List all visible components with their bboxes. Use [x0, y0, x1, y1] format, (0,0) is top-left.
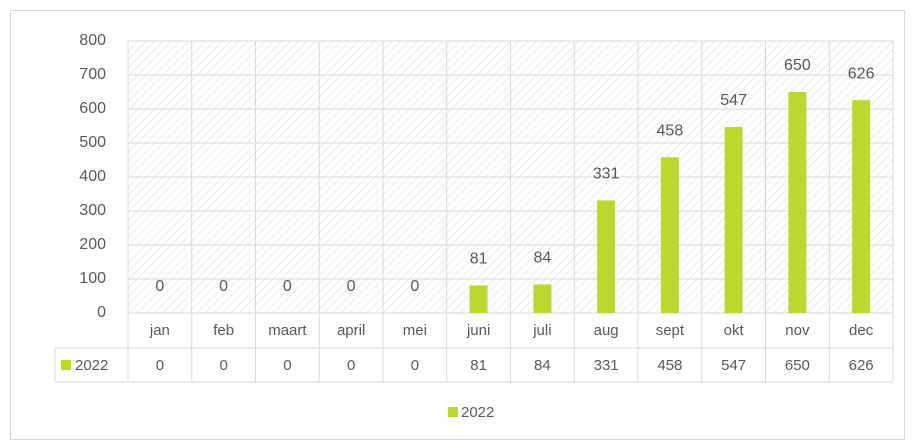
x-tick-label: dec [849, 322, 874, 339]
data-label: 458 [657, 122, 684, 139]
table-legend-key [61, 360, 71, 370]
table-cell: 0 [283, 357, 291, 374]
bar [469, 285, 488, 313]
data-label: 331 [593, 166, 620, 183]
x-tick-label: jan [149, 322, 170, 339]
data-label: 0 [283, 278, 292, 295]
data-label: 0 [347, 278, 356, 295]
data-label: 650 [784, 57, 811, 74]
x-tick-label: aug [594, 322, 619, 339]
y-tick-label: 100 [79, 270, 106, 287]
legend-label: 2022 [461, 404, 494, 421]
x-tick-label: sept [656, 322, 685, 339]
x-tick-label: mei [403, 322, 427, 339]
table-legend-label: 2022 [75, 357, 108, 374]
data-label: 0 [410, 278, 419, 295]
table-cell: 0 [219, 357, 227, 374]
x-tick-label: nov [785, 322, 810, 339]
legend-key [448, 407, 458, 417]
bar [788, 92, 807, 313]
x-tick-label: juni [466, 322, 490, 339]
bar [597, 200, 616, 313]
y-tick-label: 400 [79, 168, 106, 185]
bar [660, 157, 679, 313]
x-tick-label: juli [532, 322, 551, 339]
bar [724, 127, 743, 314]
table-cell: 331 [594, 357, 619, 374]
table-cell: 84 [534, 357, 551, 374]
y-tick-label: 500 [79, 134, 106, 151]
table-cell: 458 [657, 357, 682, 374]
x-tick-label: april [337, 322, 365, 339]
y-tick-label: 800 [79, 32, 106, 49]
x-tick-label: okt [724, 322, 745, 339]
table-cell: 0 [411, 357, 419, 374]
table-cell: 0 [156, 357, 164, 374]
table-cell: 0 [347, 357, 355, 374]
x-tick-label: maart [268, 322, 307, 339]
table-cell: 547 [721, 357, 746, 374]
data-label: 0 [155, 278, 164, 295]
data-label: 626 [848, 65, 875, 82]
table-cell: 81 [470, 357, 487, 374]
data-label: 81 [470, 251, 488, 268]
table-cell: 650 [785, 357, 810, 374]
y-tick-label: 600 [79, 100, 106, 117]
table-cell: 626 [849, 357, 874, 374]
bar [852, 100, 871, 313]
data-label: 547 [720, 92, 747, 109]
y-tick-label: 200 [79, 236, 106, 253]
data-label: 84 [533, 250, 551, 267]
y-tick-label: 300 [79, 202, 106, 219]
y-tick-label: 700 [79, 66, 106, 83]
bar [533, 284, 552, 313]
y-tick-label: 0 [97, 304, 106, 321]
data-label: 0 [219, 278, 228, 295]
x-tick-label: feb [213, 322, 234, 339]
